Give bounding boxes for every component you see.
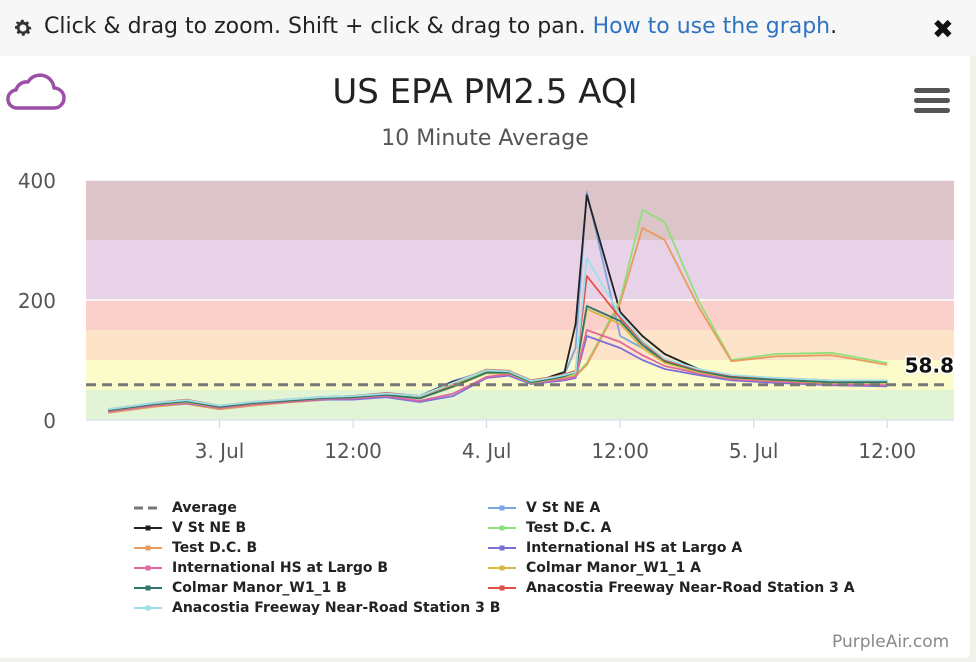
y-tick-label: 200 <box>18 289 56 313</box>
graph-help-bar: Click & drag to zoom. Shift + click & dr… <box>0 0 976 56</box>
cloud-icon[interactable] <box>4 70 66 112</box>
legend-symbol <box>488 585 516 591</box>
aqi-band-5 <box>86 180 954 240</box>
aqi-band-3 <box>86 300 954 330</box>
legend-label: Colmar Manor_W1_1 B <box>172 580 347 596</box>
legend-label: Test D.C. A <box>526 520 612 536</box>
legend-symbol <box>134 605 162 611</box>
series-line <box>108 305 888 412</box>
legend-label: Anacostia Freeway Near-Road Station 3 B <box>172 600 501 616</box>
legend-item[interactable]: V St NE B <box>134 518 246 538</box>
legend-item[interactable]: Test D.C. B <box>134 538 257 558</box>
help-instructions: Click & drag to zoom. Shift + click & dr… <box>44 14 586 39</box>
gear-icon <box>15 19 32 36</box>
legend-label: Average <box>172 500 237 516</box>
chart-title: US EPA PM2.5 AQI <box>332 72 638 112</box>
legend-item[interactable]: International HS at Largo A <box>488 538 742 558</box>
legend-symbol <box>134 565 162 571</box>
legend-symbol <box>134 545 162 551</box>
how-to-use-link[interactable]: How to use the graph <box>592 14 831 39</box>
legend-label: V St NE B <box>172 520 247 536</box>
series-line <box>108 257 888 411</box>
legend-item[interactable]: Anacostia Freeway Near-Road Station 3 A <box>488 578 855 598</box>
x-tick-label: 12:00 <box>858 439 916 463</box>
y-tick-label: 400 <box>18 169 56 193</box>
chart-menu-icon[interactable] <box>914 88 950 116</box>
legend-symbol <box>134 506 162 510</box>
x-tick-label: 5. Jul <box>729 439 779 463</box>
legend-symbol <box>488 525 516 531</box>
legend-label: International HS at Largo A <box>526 540 743 556</box>
legend-symbol <box>488 565 516 571</box>
legend-item[interactable]: Anacostia Freeway Near-Road Station 3 B <box>134 598 500 618</box>
x-tick-label: 3. Jul <box>195 439 245 463</box>
legend-label: Test D.C. B <box>172 540 258 556</box>
purpleair-credit[interactable]: PurpleAir.com <box>832 632 950 652</box>
close-icon[interactable]: ✖ <box>932 15 954 45</box>
legend-label: International HS at Largo B <box>172 560 389 576</box>
aqi-line-chart[interactable]: 0 200 400 3. Jul 12:00 4. Jul 12:00 5. Jul 12:00… <box>0 160 970 480</box>
legend-item[interactable]: Colmar Manor_W1_1 A <box>488 558 701 578</box>
legend-item[interactable]: International HS at Largo B <box>134 558 388 578</box>
legend-label: V St NE A <box>526 500 601 516</box>
help-text: Click & drag to zoom. Shift + click & dr… <box>44 14 837 39</box>
y-tick-label: 0 <box>43 409 56 433</box>
legend-item[interactable]: Test D.C. A <box>488 518 611 538</box>
legend-symbol <box>134 525 162 531</box>
legend-item[interactable]: V St NE A <box>488 498 600 518</box>
legend-item[interactable]: Colmar Manor_W1_1 B <box>134 578 347 598</box>
average-value-label: 58.8 <box>905 354 954 378</box>
x-tick-label: 12:00 <box>591 439 649 463</box>
help-period: . <box>830 14 838 39</box>
legend-symbol <box>134 585 162 591</box>
x-tick-label: 4. Jul <box>462 439 512 463</box>
legend-label: Anacostia Freeway Near-Road Station 3 A <box>526 580 855 596</box>
legend-symbol <box>488 505 516 511</box>
legend-item[interactable]: Average <box>134 498 237 518</box>
x-tick-label: 12:00 <box>324 439 382 463</box>
chart-subtitle: 10 Minute Average <box>381 126 589 151</box>
legend-label: Colmar Manor_W1_1 A <box>526 560 702 576</box>
aqi-band-4 <box>86 240 954 300</box>
legend-symbol <box>488 545 516 551</box>
